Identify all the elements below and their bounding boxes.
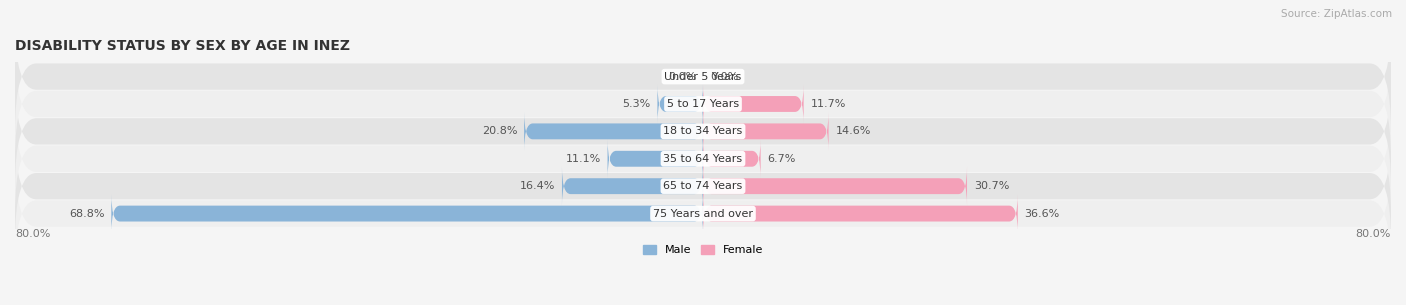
FancyBboxPatch shape: [562, 167, 703, 206]
FancyBboxPatch shape: [703, 112, 828, 151]
Legend: Male, Female: Male, Female: [638, 241, 768, 260]
Text: 68.8%: 68.8%: [69, 209, 104, 219]
Text: 16.4%: 16.4%: [520, 181, 555, 191]
Text: Under 5 Years: Under 5 Years: [665, 72, 741, 81]
Text: 11.1%: 11.1%: [565, 154, 600, 164]
Text: 11.7%: 11.7%: [810, 99, 846, 109]
FancyBboxPatch shape: [15, 48, 1391, 159]
FancyBboxPatch shape: [524, 112, 703, 151]
FancyBboxPatch shape: [111, 194, 703, 233]
Text: 75 Years and over: 75 Years and over: [652, 209, 754, 219]
Text: 80.0%: 80.0%: [1355, 229, 1391, 239]
FancyBboxPatch shape: [15, 21, 1391, 132]
FancyBboxPatch shape: [15, 158, 1391, 269]
FancyBboxPatch shape: [15, 131, 1391, 242]
Text: 30.7%: 30.7%: [974, 181, 1010, 191]
FancyBboxPatch shape: [658, 84, 703, 124]
Text: 5.3%: 5.3%: [623, 99, 651, 109]
Text: 0.0%: 0.0%: [668, 72, 696, 81]
FancyBboxPatch shape: [703, 139, 761, 178]
FancyBboxPatch shape: [15, 76, 1391, 187]
Text: 35 to 64 Years: 35 to 64 Years: [664, 154, 742, 164]
FancyBboxPatch shape: [703, 84, 804, 124]
Text: 65 to 74 Years: 65 to 74 Years: [664, 181, 742, 191]
FancyBboxPatch shape: [703, 167, 967, 206]
FancyBboxPatch shape: [607, 139, 703, 178]
Text: 14.6%: 14.6%: [835, 126, 870, 136]
Text: 18 to 34 Years: 18 to 34 Years: [664, 126, 742, 136]
FancyBboxPatch shape: [703, 194, 1018, 233]
Text: 20.8%: 20.8%: [482, 126, 517, 136]
FancyBboxPatch shape: [15, 103, 1391, 214]
Text: 5 to 17 Years: 5 to 17 Years: [666, 99, 740, 109]
Text: 80.0%: 80.0%: [15, 229, 51, 239]
Text: Source: ZipAtlas.com: Source: ZipAtlas.com: [1281, 9, 1392, 19]
Text: 36.6%: 36.6%: [1025, 209, 1060, 219]
Text: DISABILITY STATUS BY SEX BY AGE IN INEZ: DISABILITY STATUS BY SEX BY AGE IN INEZ: [15, 39, 350, 53]
Text: 0.0%: 0.0%: [710, 72, 738, 81]
Text: 6.7%: 6.7%: [768, 154, 796, 164]
